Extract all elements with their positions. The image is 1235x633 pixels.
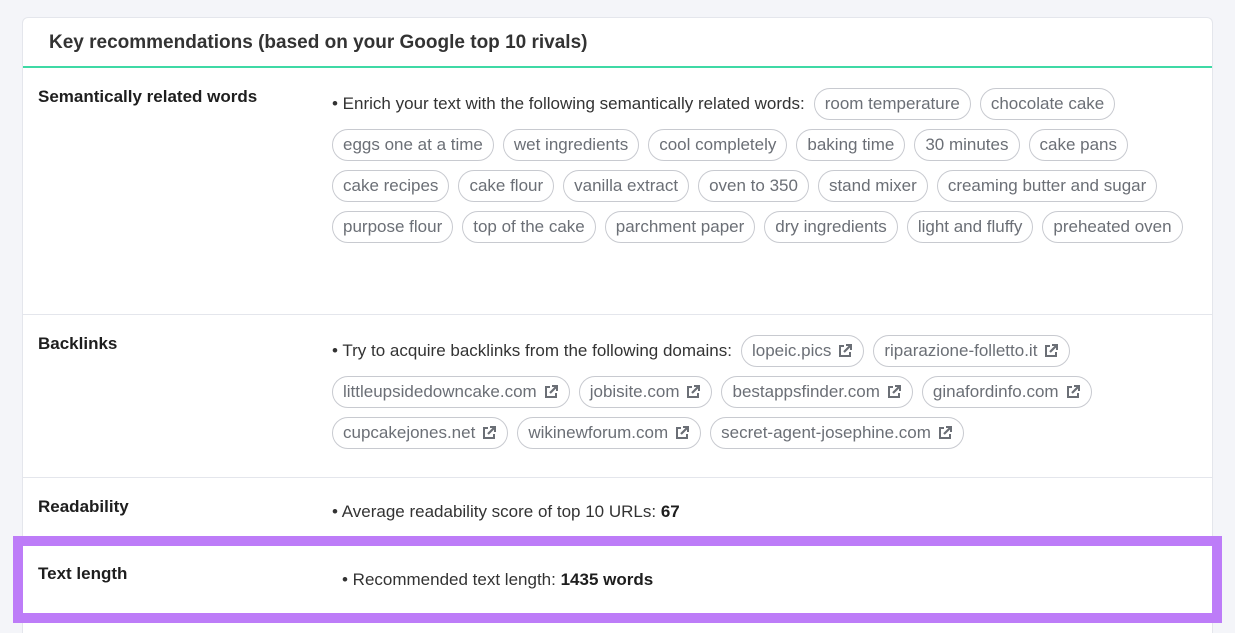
semantic-word-chip[interactable]: cool completely bbox=[648, 129, 788, 161]
backlink-domain-chip[interactable]: ginafordinfo.com bbox=[921, 376, 1092, 408]
readability-score: 67 bbox=[660, 502, 680, 521]
backlink-domain-text: bestappsfinder.com bbox=[732, 382, 880, 401]
semantic-word-chip[interactable]: baking time bbox=[796, 129, 906, 161]
backlink-domains-list: • Try to acquire backlinks from the foll… bbox=[332, 335, 1192, 449]
backlink-domain-chip[interactable]: lopeic.pics bbox=[740, 335, 865, 367]
semantic-word-chip[interactable]: room temperature bbox=[813, 88, 971, 120]
readability-row: Readability • Average readability score … bbox=[23, 478, 1212, 538]
semantic-word-chip[interactable]: cake flour bbox=[458, 170, 555, 202]
semantic-word-chip[interactable]: wet ingredients bbox=[502, 129, 640, 161]
semantic-label: Semantically related words bbox=[38, 87, 258, 106]
external-link-icon bbox=[839, 344, 853, 357]
external-link-icon bbox=[1045, 344, 1059, 357]
semantic-word-chip[interactable]: 30 minutes bbox=[914, 129, 1020, 161]
text-length-row-highlight: Text length • Recommended text length: 1… bbox=[13, 536, 1222, 623]
backlink-domain-text: ginafordinfo.com bbox=[932, 382, 1059, 401]
semantic-words-list: • Enrich your text with the following se… bbox=[332, 88, 1192, 243]
semantic-row: Semantically related words • Enrich your… bbox=[23, 68, 1212, 315]
text-length-label: Text length bbox=[38, 564, 128, 583]
backlink-domain-text: secret-agent-josephine.com bbox=[721, 423, 931, 442]
semantic-word-chip[interactable]: cake pans bbox=[1028, 129, 1128, 161]
external-link-icon bbox=[687, 385, 701, 398]
readability-label: Readability bbox=[38, 497, 129, 516]
text-length-value: 1435 words bbox=[560, 570, 654, 589]
backlinks-row: Backlinks • Try to acquire backlinks fro… bbox=[23, 315, 1212, 478]
backlink-domain-chip[interactable]: jobisite.com bbox=[578, 376, 713, 408]
semantic-word-chip[interactable]: stand mixer bbox=[817, 170, 928, 202]
backlink-domain-text: riparazione-folletto.it bbox=[884, 341, 1038, 360]
external-link-icon bbox=[1066, 385, 1080, 398]
backlink-domain-chip[interactable]: cupcakejones.net bbox=[332, 417, 509, 449]
card-title: Key recommendations (based on your Googl… bbox=[23, 18, 1212, 68]
semantic-word-chip[interactable]: preheated oven bbox=[1042, 211, 1183, 243]
key-recommendations-card: Key recommendations (based on your Googl… bbox=[22, 17, 1213, 633]
semantic-word-chip[interactable]: eggs one at a time bbox=[332, 129, 494, 161]
semantic-word-chip[interactable]: cake recipes bbox=[332, 170, 450, 202]
semantic-word-chip[interactable]: purpose flour bbox=[332, 211, 454, 243]
backlink-domain-text: lopeic.pics bbox=[751, 341, 832, 360]
backlinks-label: Backlinks bbox=[38, 334, 118, 353]
backlink-domain-text: cupcakejones.net bbox=[343, 423, 476, 442]
external-link-icon bbox=[676, 426, 690, 439]
semantic-word-chip[interactable]: parchment paper bbox=[604, 211, 756, 243]
semantic-word-chip[interactable]: top of the cake bbox=[462, 211, 596, 243]
semantic-word-chip[interactable]: light and fluffy bbox=[906, 211, 1034, 243]
backlink-domain-text: wikinewforum.com bbox=[528, 423, 669, 442]
external-link-icon bbox=[544, 385, 558, 398]
semantic-word-chip[interactable]: creaming butter and sugar bbox=[936, 170, 1158, 202]
backlink-domain-chip[interactable]: bestappsfinder.com bbox=[721, 376, 913, 408]
backlink-domain-chip[interactable]: wikinewforum.com bbox=[517, 417, 702, 449]
backlink-domain-chip[interactable]: littleupsidedowncake.com bbox=[332, 376, 570, 408]
readability-text: • Average readability score of top 10 UR… bbox=[332, 502, 657, 521]
backlinks-intro: • Try to acquire backlinks from the foll… bbox=[332, 341, 732, 360]
semantic-word-chip[interactable]: oven to 350 bbox=[698, 170, 809, 202]
backlink-domain-chip[interactable]: secret-agent-josephine.com bbox=[710, 417, 964, 449]
semantic-word-chip[interactable]: chocolate cake bbox=[979, 88, 1116, 120]
backlink-domain-text: littleupsidedowncake.com bbox=[343, 382, 537, 401]
backlink-domain-text: jobisite.com bbox=[589, 382, 680, 401]
external-link-icon bbox=[483, 426, 497, 439]
external-link-icon bbox=[887, 385, 901, 398]
backlink-domain-chip[interactable]: riparazione-folletto.it bbox=[873, 335, 1071, 367]
semantic-word-chip[interactable]: dry ingredients bbox=[764, 211, 898, 243]
external-link-icon bbox=[938, 426, 952, 439]
semantic-word-chip[interactable]: vanilla extract bbox=[563, 170, 690, 202]
semantic-intro: • Enrich your text with the following se… bbox=[332, 94, 805, 113]
text-length-text: • Recommended text length: bbox=[342, 570, 556, 589]
